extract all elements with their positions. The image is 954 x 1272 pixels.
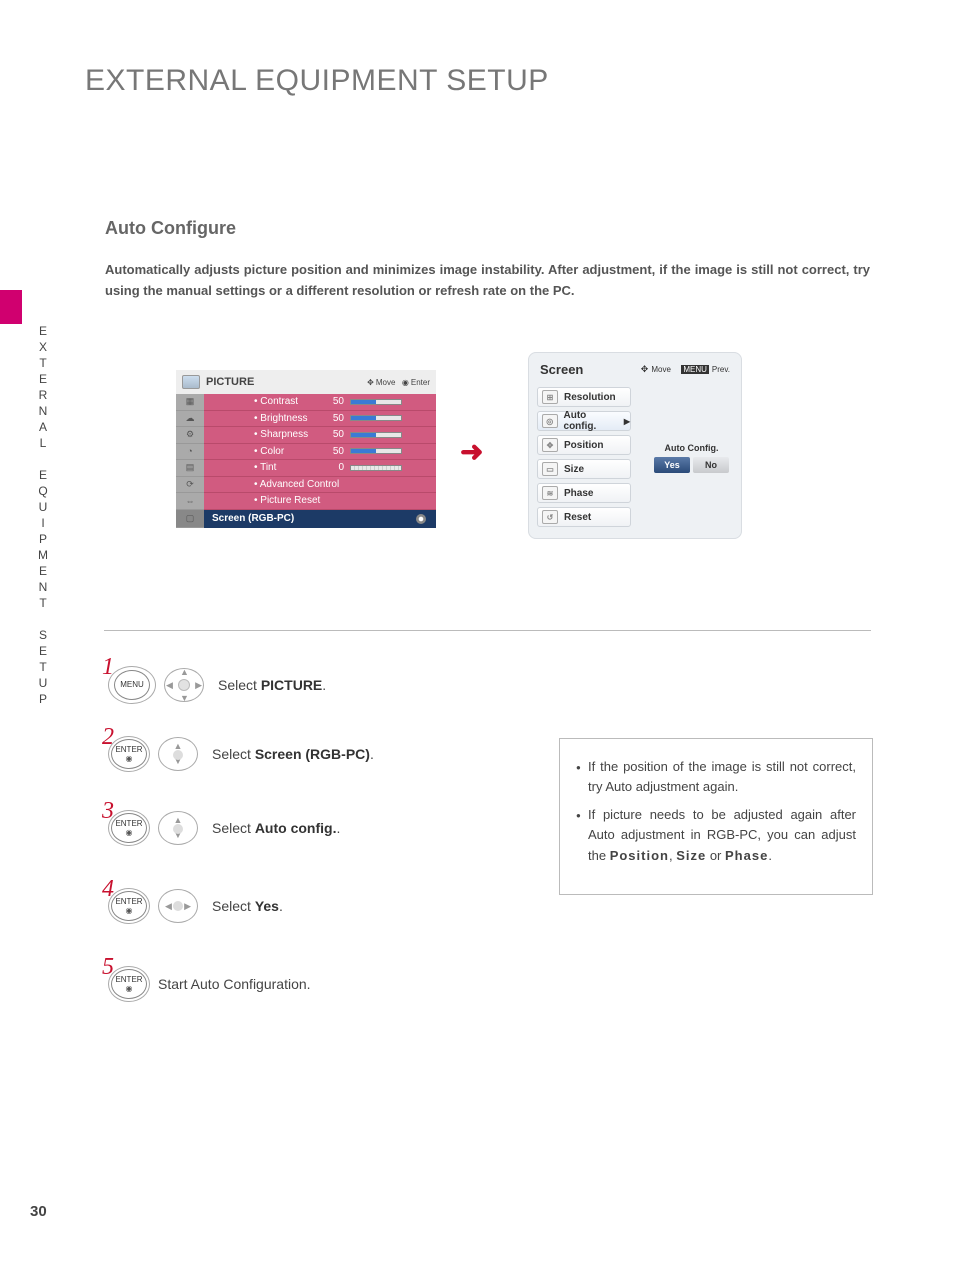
menu-item[interactable]: • Picture Reset	[204, 493, 436, 510]
yes-button[interactable]: Yes	[654, 457, 690, 473]
step-text: Select Auto config..	[212, 820, 340, 836]
autoconfig-icon: ◎	[542, 414, 558, 428]
menu-cat-icon: ⇔	[176, 493, 204, 510]
menu-item[interactable]: • Brightness50	[204, 411, 436, 428]
step-text: Start Auto Configuration.	[158, 976, 311, 992]
side-tab	[0, 290, 22, 324]
reset-icon: ↺	[542, 510, 558, 524]
step-1: 1 MENU ▲▼◀▶ Select PICTURE.	[108, 666, 326, 704]
updown-nav-icon: ▲▼	[158, 737, 198, 771]
menu-cat-icon: ▢	[176, 510, 204, 528]
screen-item-reset[interactable]: ↺Reset	[537, 507, 631, 527]
dpad-full-icon: ▲▼◀▶	[164, 668, 204, 702]
screen-item-size[interactable]: ▭Size	[537, 459, 631, 479]
screen-item-position[interactable]: ✥Position	[537, 435, 631, 455]
section-title: Auto Configure	[105, 218, 236, 239]
phase-icon: ≋	[542, 486, 558, 500]
step-4: 4 ENTER◉ ◀▶ Select Yes.	[108, 888, 283, 924]
menu-item[interactable]: • Color50	[204, 444, 436, 461]
menu-icon-column: ▦ ☁ ⚙ ◔ ▤ ⟳ ⇔ ▢	[176, 394, 204, 528]
screen-item-resolution[interactable]: ⊞Resolution	[537, 387, 631, 407]
screen-menu-title: Screen	[540, 362, 583, 377]
screen-item-phase[interactable]: ≋Phase	[537, 483, 631, 503]
note-box: If the position of the image is still no…	[559, 738, 873, 895]
page-title: EXTERNAL EQUIPMENT SETUP	[85, 64, 549, 98]
size-icon: ▭	[542, 462, 558, 476]
enter-button-icon: ENTER◉	[108, 966, 150, 1002]
picture-menu-header: PICTURE ✥ Move ◉ Enter	[176, 370, 436, 394]
divider	[104, 630, 871, 631]
side-label: EXTERNAL EQUIPMENT SETUP	[36, 324, 50, 708]
picture-menu: PICTURE ✥ Move ◉ Enter ▦ ☁ ⚙ ◔ ▤ ⟳ ⇔ ▢ •…	[176, 370, 436, 528]
page-number: 30	[30, 1203, 47, 1220]
step-5: 5 ENTER◉ Start Auto Configuration.	[108, 966, 311, 1002]
note-item: If the position of the image is still no…	[576, 757, 856, 797]
arrow-icon: ➜	[460, 435, 483, 468]
menu-cat-icon: ▤	[176, 460, 204, 477]
menu-item[interactable]: • Advanced Control	[204, 477, 436, 494]
menu-button-icon: MENU	[108, 666, 156, 704]
position-icon: ✥	[542, 438, 558, 452]
no-button[interactable]: No	[693, 457, 729, 473]
section-description: Automatically adjusts picture position a…	[105, 260, 870, 302]
enter-button-icon: ENTER◉	[108, 810, 150, 846]
menu-cat-icon: ⟳	[176, 477, 204, 494]
enter-button-icon: ENTER◉	[108, 736, 150, 772]
menu-item[interactable]: • Contrast50	[204, 394, 436, 411]
menu-cat-icon: ☁	[176, 411, 204, 428]
picture-menu-title: PICTURE	[206, 376, 254, 388]
note-item: If picture needs to be adjusted again af…	[576, 805, 856, 865]
menu-item[interactable]: • Tint0	[204, 460, 436, 477]
menu-cat-icon: ◔	[176, 444, 204, 461]
resolution-icon: ⊞	[542, 390, 558, 404]
autoconfig-popup: Auto Config. Yes No	[645, 443, 738, 473]
enter-button-icon: ENTER◉	[108, 888, 150, 924]
menu-cat-icon: ⚙	[176, 427, 204, 444]
step-3: 3 ENTER◉ ▲▼ Select Auto config..	[108, 810, 340, 846]
leftright-nav-icon: ◀▶	[158, 889, 198, 923]
updown-nav-icon: ▲▼	[158, 811, 198, 845]
step-text: Select Screen (RGB-PC).	[212, 746, 374, 762]
move-hint: ✥ Move ◉ Enter	[367, 378, 430, 387]
menu-item-highlighted[interactable]: Screen (RGB-PC)	[204, 510, 436, 528]
enter-dot-icon	[416, 514, 426, 524]
step-text: Select Yes.	[212, 898, 283, 914]
step-text: Select PICTURE.	[218, 677, 326, 693]
menu-cat-icon: ▦	[176, 394, 204, 411]
popup-title: Auto Config.	[645, 443, 738, 453]
chevron-right-icon: ▶	[624, 417, 630, 426]
screen-item-autoconfig[interactable]: ◎Auto config.▶	[537, 411, 631, 431]
menu-item[interactable]: • Sharpness50	[204, 427, 436, 444]
step-2: 2 ENTER◉ ▲▼ Select Screen (RGB-PC).	[108, 736, 374, 772]
tv-icon	[182, 375, 200, 389]
screen-menu-header: Screen ✥Move MENU Prev.	[534, 362, 736, 383]
